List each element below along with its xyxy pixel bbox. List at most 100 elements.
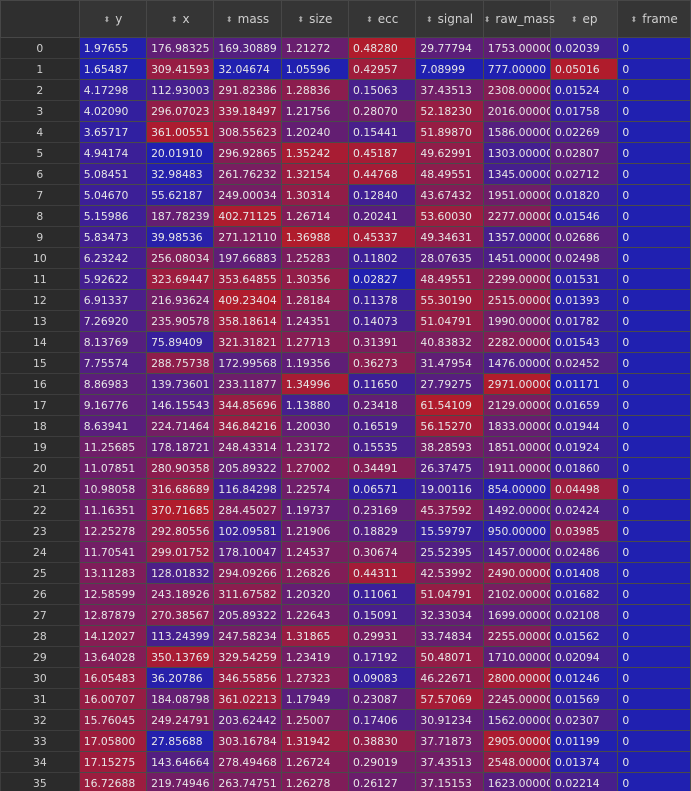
cell-raw-mass[interactable]: 1303.00000 [482, 142, 552, 164]
table-row[interactable]: 16 8.86983 139.73601 233.11877 1.34996 0.1165… [0, 373, 691, 395]
cell-raw-mass[interactable]: 2299.00000 [482, 268, 552, 290]
cell-raw-mass[interactable]: 1586.00000 [482, 121, 552, 143]
cell-mass[interactable]: 361.02213 [213, 688, 282, 710]
cell-ecc[interactable]: 0.20241 [348, 205, 417, 227]
cell-mass[interactable]: 271.12110 [213, 226, 282, 248]
table-row[interactable]: 31 16.00707 184.08798 361.02213 1.17949 0.230… [0, 688, 691, 710]
cell-size[interactable]: 1.27323 [280, 667, 350, 689]
cell-signal[interactable]: 38.28593 [415, 436, 484, 458]
sort-updown-icon[interactable]: ⬍ [570, 15, 578, 24]
cell-signal[interactable]: 51.04791 [415, 583, 484, 605]
cell-ecc[interactable]: 0.23087 [348, 688, 417, 710]
cell-y[interactable]: 16.00707 [78, 688, 148, 710]
cell-x[interactable]: 350.13769 [146, 646, 215, 668]
cell-y[interactable]: 7.75574 [78, 352, 148, 374]
cell-mass[interactable]: 233.11877 [213, 373, 282, 395]
cell-ep[interactable]: 0.01408 [550, 562, 619, 584]
cell-signal[interactable]: 37.71873 [415, 730, 484, 752]
cell-mass[interactable]: 169.30889 [213, 37, 282, 59]
cell-ep[interactable]: 0.02498 [550, 247, 619, 269]
table-row[interactable]: 8 5.15986 187.78239 402.71125 1.26714 0.20241… [0, 205, 691, 227]
cell-mass[interactable]: 358.18614 [213, 310, 282, 332]
cell-y[interactable]: 8.86983 [78, 373, 148, 395]
cell-size[interactable]: 1.26826 [280, 562, 350, 584]
column-header-size[interactable]: ⬍ size [280, 0, 350, 38]
cell-y[interactable]: 12.25278 [78, 520, 148, 542]
cell-mass[interactable]: 291.82386 [213, 79, 282, 101]
cell-frame[interactable]: 0 [617, 688, 691, 710]
cell-ep[interactable]: 0.01546 [550, 205, 619, 227]
cell-mass[interactable]: 263.74751 [213, 772, 282, 791]
cell-x[interactable]: 292.80556 [146, 520, 215, 542]
cell-raw-mass[interactable]: 2255.00000 [482, 625, 552, 647]
cell-frame[interactable]: 0 [617, 478, 691, 500]
cell-ecc[interactable]: 0.23169 [348, 499, 417, 521]
cell-ep[interactable]: 0.02307 [550, 709, 619, 731]
cell-x[interactable]: 323.69447 [146, 268, 215, 290]
sort-updown-icon[interactable]: ⬍ [366, 15, 373, 24]
cell-y[interactable]: 9.16776 [78, 394, 148, 416]
cell-frame[interactable]: 0 [617, 583, 691, 605]
cell-raw-mass[interactable]: 2905.00000 [482, 730, 552, 752]
cell-y[interactable]: 17.05800 [78, 730, 148, 752]
cell-ep[interactable]: 0.04498 [550, 478, 619, 500]
cell-frame[interactable]: 0 [617, 751, 691, 773]
cell-x[interactable]: 187.78239 [146, 205, 215, 227]
table-row[interactable]: 21 10.98058 316.68689 116.84298 1.22574 0.065… [0, 478, 691, 500]
cell-ep[interactable]: 0.01860 [550, 457, 619, 479]
cell-size[interactable]: 1.26724 [280, 751, 350, 773]
cell-mass[interactable]: 116.84298 [213, 478, 282, 500]
cell-x[interactable]: 36.20786 [146, 667, 215, 689]
cell-mass[interactable]: 205.89322 [213, 457, 282, 479]
cell-signal[interactable]: 48.49551 [415, 268, 484, 290]
cell-y[interactable]: 12.58599 [78, 583, 148, 605]
cell-ep[interactable]: 0.01562 [550, 625, 619, 647]
cell-size[interactable]: 1.31942 [280, 730, 350, 752]
cell-mass[interactable]: 197.66883 [213, 247, 282, 269]
cell-frame[interactable]: 0 [617, 562, 691, 584]
cell-signal[interactable]: 51.04791 [415, 310, 484, 332]
cell-raw-mass[interactable]: 2490.00000 [482, 562, 552, 584]
cell-raw-mass[interactable]: 1833.00000 [482, 415, 552, 437]
cell-signal[interactable]: 7.08999 [415, 58, 484, 80]
cell-ep[interactable]: 0.02452 [550, 352, 619, 374]
cell-ecc[interactable]: 0.30674 [348, 541, 417, 563]
cell-signal[interactable]: 52.18230 [415, 100, 484, 122]
cell-y[interactable]: 12.87879 [78, 604, 148, 626]
cell-mass[interactable]: 402.71125 [213, 205, 282, 227]
cell-size[interactable]: 1.28836 [280, 79, 350, 101]
cell-frame[interactable]: 0 [617, 289, 691, 311]
cell-y[interactable]: 6.23242 [78, 247, 148, 269]
cell-ep[interactable]: 0.02807 [550, 142, 619, 164]
cell-raw-mass[interactable]: 1345.00000 [482, 163, 552, 185]
cell-ep[interactable]: 0.02686 [550, 226, 619, 248]
cell-size[interactable]: 1.30314 [280, 184, 350, 206]
cell-x[interactable]: 219.74946 [146, 772, 215, 791]
cell-x[interactable]: 299.01752 [146, 541, 215, 563]
cell-frame[interactable]: 0 [617, 247, 691, 269]
cell-raw-mass[interactable]: 1951.00000 [482, 184, 552, 206]
cell-frame[interactable]: 0 [617, 667, 691, 689]
cell-x[interactable]: 178.18721 [146, 436, 215, 458]
table-row[interactable]: 25 13.11283 128.01832 294.09266 1.26826 0.443… [0, 562, 691, 584]
cell-ecc[interactable]: 0.18829 [348, 520, 417, 542]
cell-signal[interactable]: 37.43513 [415, 751, 484, 773]
cell-raw-mass[interactable]: 2129.00000 [482, 394, 552, 416]
cell-size[interactable]: 1.21906 [280, 520, 350, 542]
cell-mass[interactable]: 247.58234 [213, 625, 282, 647]
cell-raw-mass[interactable]: 1451.00000 [482, 247, 552, 269]
table-row[interactable]: 30 16.05483 36.20786 346.55856 1.27323 0.0908… [0, 667, 691, 689]
cell-raw-mass[interactable]: 1911.00000 [482, 457, 552, 479]
cell-ecc[interactable]: 0.11378 [348, 289, 417, 311]
cell-frame[interactable]: 0 [617, 268, 691, 290]
sort-updown-icon[interactable]: ⬍ [297, 15, 305, 24]
cell-ep[interactable]: 0.01543 [550, 331, 619, 353]
index-column-header[interactable] [0, 0, 80, 38]
cell-ep[interactable]: 0.02424 [550, 499, 619, 521]
cell-x[interactable]: 256.08034 [146, 247, 215, 269]
column-header-raw-mass[interactable]: ⬍ raw_mass [482, 0, 555, 38]
cell-size[interactable]: 1.19737 [280, 499, 350, 521]
table-row[interactable]: 4 3.65717 361.00551 308.55623 1.20240 0.15441… [0, 121, 691, 143]
cell-signal[interactable]: 29.77794 [415, 37, 484, 59]
cell-mass[interactable]: 308.55623 [213, 121, 282, 143]
